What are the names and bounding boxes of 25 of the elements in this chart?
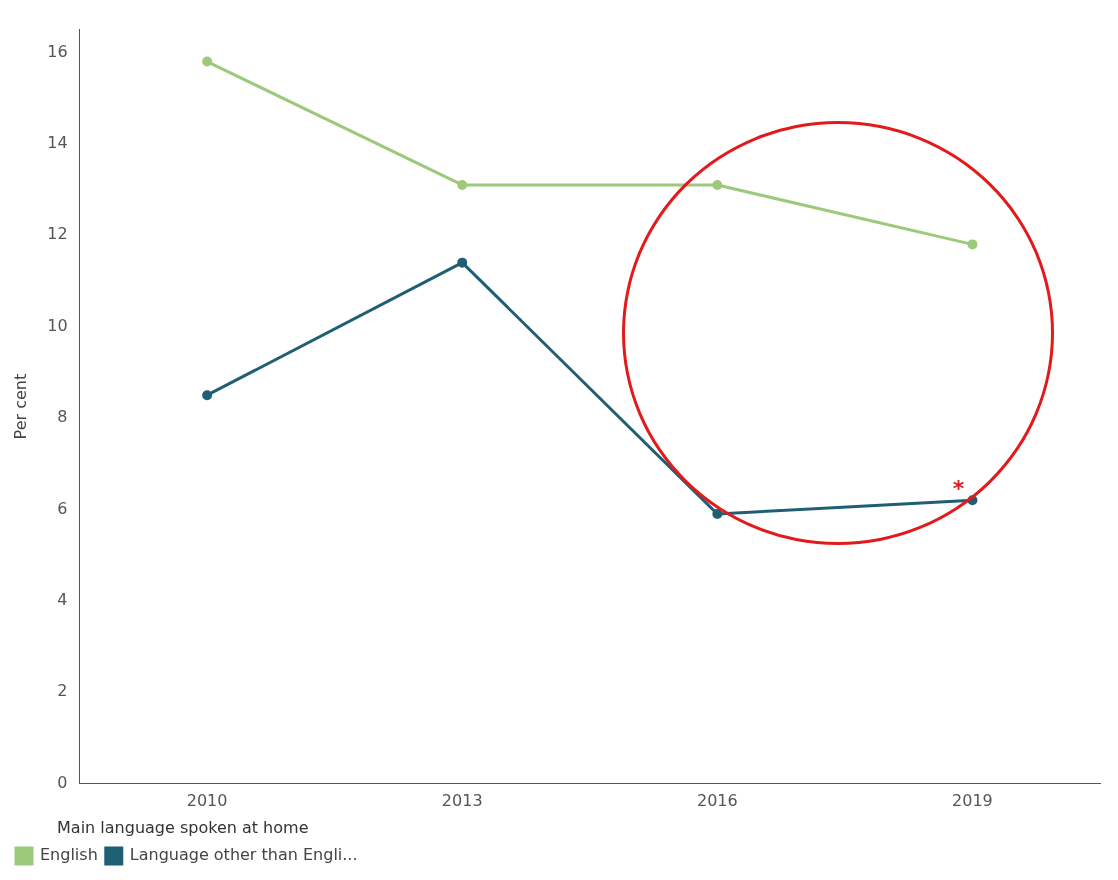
y-tick-label: 14 [47, 133, 68, 152]
x-tick-label: 2010 [186, 791, 228, 811]
y-tick-label: 0 [57, 772, 68, 792]
y-tick-label: 4 [57, 589, 68, 609]
x-tick-label: 2016 [696, 791, 738, 811]
legend-title: Main language spoken at home [57, 817, 309, 837]
y-tick-label: 8 [57, 407, 68, 427]
y-axis-title: Per cent [10, 373, 30, 440]
legend-label: English [40, 845, 98, 865]
legend-label: Language other than Engli... [129, 845, 358, 865]
y-tick-label: 10 [47, 315, 68, 335]
point [202, 390, 213, 401]
x-tick-label: 2013 [441, 791, 483, 811]
y-tick-label: 12 [47, 224, 68, 244]
y-tick-label: 2 [57, 681, 68, 701]
y-tick-label: 6 [57, 498, 68, 518]
point [457, 179, 468, 190]
point [712, 508, 723, 519]
point [712, 179, 723, 190]
y-tick-label: 16 [47, 41, 68, 61]
point [457, 257, 468, 268]
x-tick-label: 2019 [952, 791, 993, 811]
point [202, 56, 213, 67]
annotation: * [952, 476, 965, 501]
point [967, 239, 978, 250]
